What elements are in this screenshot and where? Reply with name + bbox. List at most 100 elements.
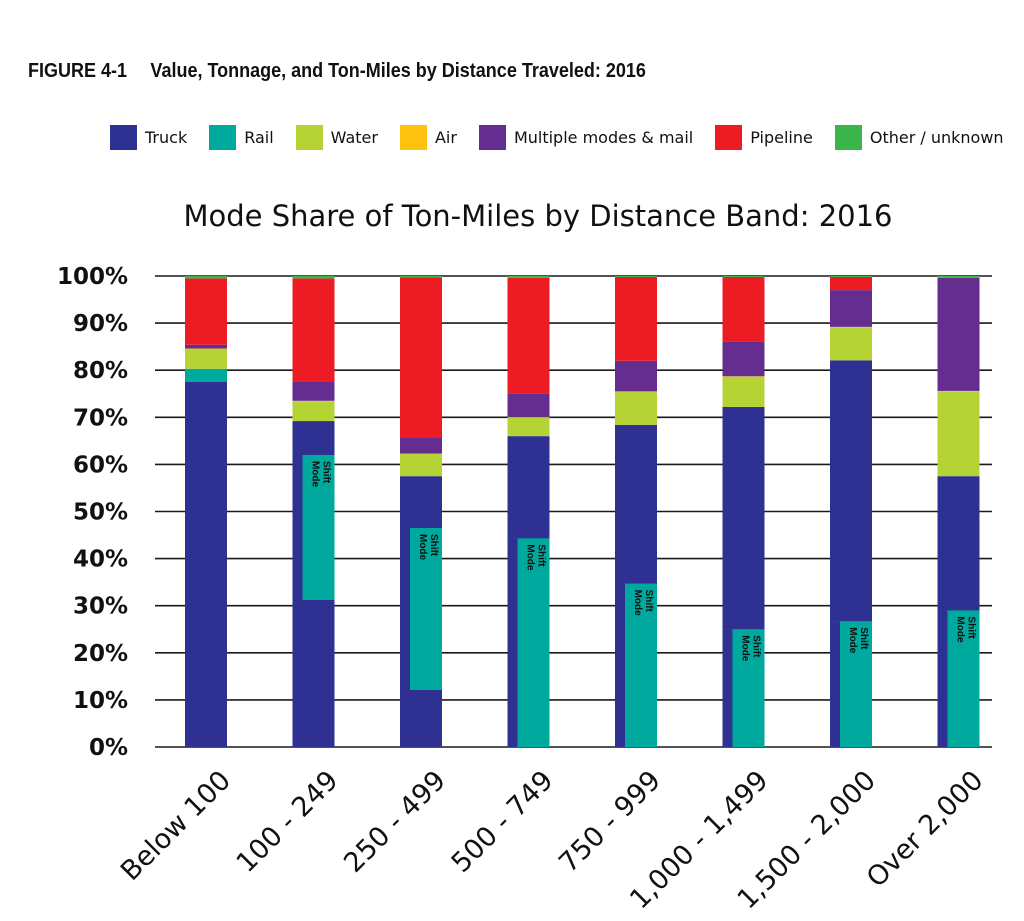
y-tick-label: 80% [73,358,128,384]
mode-shift-truck-strip [722,629,733,747]
x-tick-label: 500 - 749 [446,765,560,879]
mode-shift-label-word: Shift [536,544,547,567]
bar-segment-pipeline [507,277,550,394]
legend-label: Water [330,127,378,147]
mode-shift-label: Mode Shift [525,544,547,571]
bar-segment-multiple-modes-mail [937,277,980,391]
bar-segment-water [292,401,335,422]
bar-segment-pipeline [830,276,872,291]
mode-shift-label: Mode Shift [632,590,654,617]
bar-segment-other-unknown [292,276,335,279]
bar-segment-other-unknown [400,276,442,278]
legend-label: Rail [244,127,274,147]
mode-shift-truck-base [292,600,335,747]
legend-item: Other / unknown [834,124,1004,150]
mode-shift-label-word: Mode [740,635,751,662]
legend-swatch [295,124,323,150]
mode-shift-label-word: Mode [847,627,858,654]
bar-segment-multiple-modes-mail [615,360,657,392]
bar-segment-water [615,391,657,425]
mode-shift-label: Mode Shift [955,616,977,643]
y-tick-label: 50% [73,500,128,526]
mode-shift-label-word: Mode [310,461,321,488]
bar-segment-water [185,349,227,369]
chart-legend: Truck Rail Water Air Multiple modes & mail Pi… [110,124,1024,150]
y-tick-label: 90% [73,311,128,337]
mode-shift-truck-base [400,690,442,747]
legend-item: Air [399,124,457,150]
mode-shift-label: Mode Shift [847,627,869,654]
y-tick-label: 40% [73,547,128,573]
y-axis: 0% 10% 20% 30% 40% 50% 60% 70% 80% 90% 100% [57,264,128,761]
bar-segment-other-unknown [937,276,980,278]
bar-segment-truck [185,381,227,747]
figure-caption-text: Value, Tonnage, and Ton-Miles by Distanc… [150,60,646,82]
bar-segment-pipeline [615,276,657,361]
legend-label: Multiple modes & mail [513,127,694,147]
legend-item: Water [295,124,378,150]
y-tick-label: 0% [89,735,128,761]
legend-label: Other / unknown [869,127,1004,147]
mode-shift-label-word: Shift [966,616,977,639]
x-tick-label: 750 - 999 [553,765,667,879]
mode-shift-label-word: Shift [321,461,332,484]
y-tick-label: 100% [57,264,128,290]
mode-shift-label-word: Mode [632,590,643,617]
mode-shift-label-word: Shift [428,534,439,557]
legend-item: Rail [209,124,274,150]
bar-segment-rail [185,368,227,382]
mode-shift-label: Mode Shift [417,534,439,561]
legend-swatch [110,124,137,150]
legend-label: Pipeline [750,127,813,147]
mode-shift-truck-strip [615,583,625,747]
bar-segment-multiple-modes-mail [722,341,765,377]
mode-shift-label: Mode Shift [310,461,332,488]
bar-segment-water [722,376,765,407]
y-tick-label: 10% [73,688,128,714]
legend-item: Pipeline [715,124,813,150]
y-tick-label: 70% [73,405,128,431]
bar-segment-other-unknown [507,276,550,278]
y-tick-label: 30% [73,594,128,620]
bar-segment-other-unknown [615,276,657,277]
mode-shift-truck-strip [400,527,410,691]
x-tick-label: Over 2,000 [861,765,990,894]
mode-shift-truck-strip [507,538,518,747]
mode-shift-label-word: Mode [525,544,536,571]
x-tick-label: Below 100 [115,765,237,887]
bar-segment-pipeline [292,278,335,382]
legend-label: Air [434,127,457,147]
x-tick-label: 250 - 499 [338,765,452,879]
legend-swatch [209,124,237,150]
bar-segment-multiple-modes-mail [830,290,872,327]
legend-swatch [478,124,506,150]
mode-shift-truck-strip [937,610,948,747]
bar-segment-pipeline [185,278,227,345]
mode-shift-label-word: Shift [643,590,654,613]
bar-segment-water [830,327,872,361]
legend-label: Truck [145,127,188,147]
legend-item: Multiple modes & mail [478,124,694,150]
bar-segment-multiple-modes-mail [507,393,550,417]
mode-shift-label-word: Mode [417,534,428,561]
figure-number: FIGURE 4-1 [28,60,128,82]
bar-segment-other-unknown [830,276,872,277]
legend-item: Truck [110,124,188,150]
bar-segment-multiple-modes-mail [400,437,442,454]
legend-swatch [715,124,743,150]
figure-caption: FIGURE 4-1 Value, Tonnage, and Ton-Miles … [28,60,646,83]
bar-segment-multiple-modes-mail [292,381,335,401]
mode-shift-label-word: Shift [751,635,762,658]
mode-shift-label-word: Shift [858,627,869,650]
y-tick-label: 20% [73,641,128,667]
bar-segment-other-unknown [185,276,227,279]
x-tick-label: 100 - 249 [231,765,345,879]
bar-segment-water [507,417,550,437]
bar-segment-multiple-modes-mail [185,344,227,349]
legend-swatch [834,124,862,150]
bar-segment-pipeline [400,277,442,438]
chart-title: Mode Share of Ton-Miles by Distance Band… [183,199,892,233]
